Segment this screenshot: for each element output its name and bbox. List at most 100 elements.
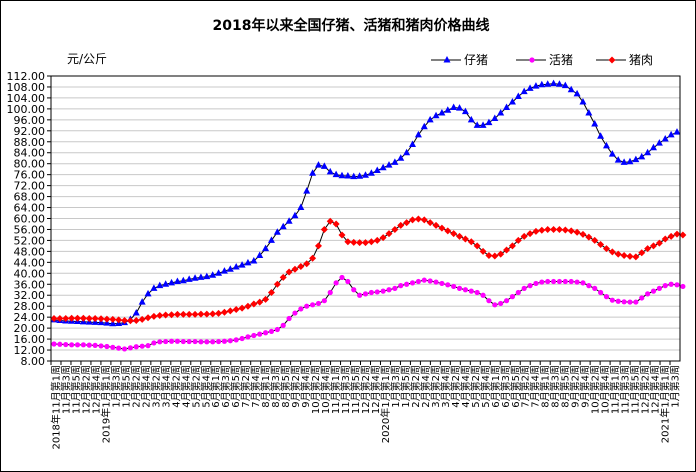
data-point [638, 249, 646, 257]
data-point [420, 216, 428, 224]
x-tick-label: 7月第4周 [529, 365, 542, 408]
data-point [192, 338, 198, 345]
data-point [191, 310, 199, 318]
data-point [304, 303, 310, 309]
data-point [373, 236, 381, 244]
x-tick-label: 6月第5周 [509, 365, 522, 408]
data-point [520, 87, 528, 95]
chart-title: 2018年以来全国仔猪、活猪和猪肉价格曲线 [213, 17, 490, 34]
y-tick-label: 104.00 [7, 92, 46, 105]
data-point [379, 163, 387, 171]
data-point [580, 280, 586, 286]
data-point [421, 277, 427, 283]
y-tick-label: 20.00 [14, 322, 46, 335]
data-point [649, 143, 657, 151]
data-point [526, 84, 534, 91]
data-point [156, 281, 164, 289]
data-point [351, 287, 357, 293]
data-point [592, 285, 598, 291]
x-tick-label: 7月第2周 [239, 365, 252, 408]
data-point [286, 315, 292, 322]
series-pork [50, 215, 687, 325]
data-point [251, 332, 257, 339]
data-point [609, 297, 615, 303]
data-point [320, 225, 328, 233]
x-tick-label: 12月第2周 [639, 365, 652, 414]
x-tick-label: 4月第2周 [169, 365, 182, 408]
data-point [450, 103, 458, 111]
data-point [391, 158, 399, 165]
data-point [550, 278, 557, 285]
data-point [391, 225, 399, 233]
data-point [438, 224, 446, 232]
data-point [321, 298, 327, 304]
legend-label: 猪肉 [629, 53, 653, 67]
data-point [185, 310, 193, 318]
data-point [215, 309, 223, 317]
y-tick-label: 32.00 [14, 289, 46, 302]
x-tick-label: 3月第2周 [149, 365, 162, 408]
data-point [668, 281, 674, 287]
data-point [603, 294, 610, 300]
data-point [420, 122, 428, 130]
data-point [667, 232, 675, 240]
data-point [567, 85, 575, 93]
y-tick-label: 96.00 [14, 114, 46, 127]
data-point [209, 271, 217, 278]
data-point [350, 238, 358, 246]
y-tick-label: 76.00 [14, 169, 46, 182]
data-point [262, 295, 270, 303]
data-point [132, 316, 140, 324]
data-point [439, 280, 445, 287]
data-point [63, 341, 69, 348]
data-point [532, 227, 540, 235]
data-point [338, 231, 346, 239]
data-point [244, 258, 252, 266]
x-tick-label: 2021年1月第1周 [659, 365, 672, 443]
data-point [497, 250, 505, 258]
data-point [204, 339, 210, 345]
y-tick-label: 72.00 [14, 180, 46, 193]
data-point [561, 81, 569, 89]
data-point [538, 226, 546, 234]
data-point [473, 121, 481, 128]
data-point [456, 232, 464, 240]
data-point [197, 310, 205, 318]
data-point [404, 281, 410, 287]
data-point [491, 114, 499, 121]
data-point [179, 276, 187, 284]
legend-marker [529, 57, 535, 63]
x-tick-label: 3月第4周 [159, 365, 172, 408]
data-point [85, 315, 93, 323]
y-tick-label: 12.00 [14, 344, 46, 357]
data-point [492, 302, 498, 308]
y-axis-unit-label: 元/公斤 [67, 52, 107, 66]
data-point [521, 285, 527, 291]
data-point [555, 225, 563, 233]
x-tick-label: 10月第2周 [589, 365, 602, 414]
data-point [632, 155, 640, 163]
data-point [626, 252, 634, 260]
y-tick-label: 92.00 [14, 125, 46, 138]
data-point [139, 343, 145, 349]
x-tick-label: 1月第5周 [399, 365, 412, 408]
data-point [597, 241, 605, 249]
data-point [327, 289, 333, 296]
data-point [409, 140, 417, 148]
data-point [486, 298, 492, 304]
y-tick-label: 8.00 [21, 355, 46, 368]
y-tick-label: 36.00 [14, 278, 46, 291]
data-point [673, 128, 681, 135]
data-point [292, 310, 298, 316]
data-point [51, 341, 57, 347]
data-point [561, 226, 569, 234]
x-tick-label: 9月第2周 [569, 365, 582, 408]
data-point [538, 80, 546, 88]
data-point [380, 288, 386, 294]
data-point [585, 108, 593, 116]
x-tick-label: 12月第2周 [79, 365, 92, 414]
x-tick-label: 12月第2周 [359, 365, 372, 414]
data-point [97, 315, 105, 323]
